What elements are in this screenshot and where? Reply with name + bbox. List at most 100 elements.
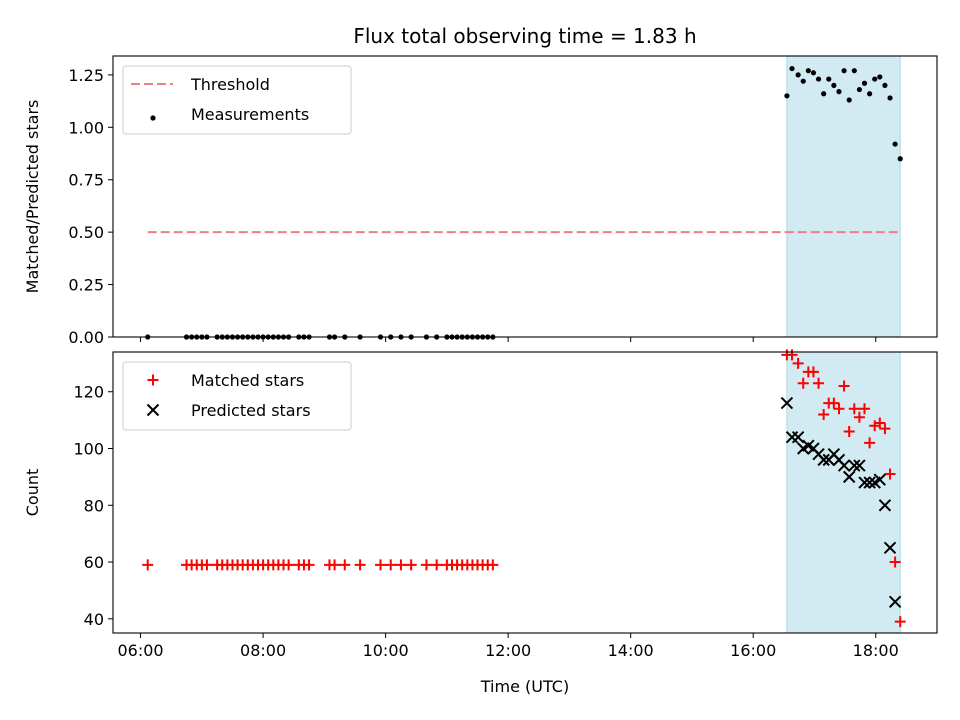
legend-label: Threshold [190, 75, 270, 94]
measurement-point [877, 74, 883, 80]
y-tick-label: 0.75 [68, 171, 104, 190]
measurement-point [861, 80, 868, 86]
matched-star-point [833, 403, 845, 415]
y-tick-label: 80 [84, 496, 104, 515]
x-tick-label: 10:00 [363, 641, 409, 660]
matched-star-point [283, 559, 295, 571]
predicted-star-point [853, 459, 866, 472]
measurement-point [795, 72, 801, 78]
predicted-star-point [858, 476, 871, 489]
predicted-star-point [888, 595, 902, 608]
ratio-axis-label: Matched/Predicted stars [23, 100, 42, 294]
measurement-point [821, 91, 827, 97]
matched-star-point [859, 403, 871, 415]
ratio-panel-frame [112, 55, 938, 338]
legend-matched-swatch [147, 374, 159, 386]
x-axis-label: Time (UTC) [480, 677, 569, 696]
legend-label: Measurements [191, 105, 309, 124]
measurement-point [872, 76, 878, 82]
measurement-point [800, 78, 806, 84]
y-tick-label: 100 [73, 440, 104, 459]
matched-star-point [843, 425, 855, 437]
predicted-star-point [780, 396, 794, 410]
matched-star-point [818, 408, 830, 420]
matched-star-point [375, 559, 387, 571]
count-panel-frame [112, 351, 938, 634]
matched-star-point [405, 559, 417, 571]
measurement-point [882, 82, 888, 88]
ratio-legend: Threshold Measurements [122, 65, 352, 135]
legend-box [122, 65, 352, 135]
x-tick-label: 18:00 [853, 641, 899, 660]
matched-star-point [894, 616, 906, 628]
y-tick-label: 0.25 [68, 276, 104, 295]
matched-star-point [354, 559, 366, 571]
predicted-star-point [842, 470, 856, 484]
count-panel: 40 60 80 100 120 06:00 08:00 10:00 12:00 14:00 16… [23, 349, 938, 660]
count-axis-label: Count [23, 469, 42, 517]
matched-star-point [864, 437, 876, 449]
matched-star-point [395, 559, 407, 571]
y-tick-label: 120 [73, 383, 104, 402]
matched-star-point [385, 559, 397, 571]
measurement-point [810, 70, 817, 76]
predicted-star-point [878, 499, 892, 512]
y-tick-label: 60 [84, 553, 104, 572]
predicted-star-point [863, 476, 876, 489]
measurement-point [856, 86, 862, 93]
predicted-star-point [791, 430, 805, 444]
measurement-point [892, 141, 898, 147]
ratio-panel: 0.00 0.25 0.50 0.75 1.00 1.25 Matched/Predict… [23, 55, 938, 347]
matched-star-point [201, 559, 213, 571]
measurement-point [815, 76, 822, 82]
measurement-point [846, 97, 852, 103]
matched-star-point [303, 559, 315, 571]
y-tick-label: 40 [84, 610, 104, 629]
observing-window-shade [786, 55, 901, 338]
predicted-star-point [873, 473, 887, 486]
matched-star-point [828, 397, 840, 409]
measurement-point [805, 68, 811, 74]
x-tick-label: 16:00 [730, 641, 776, 660]
y-tick-label: 1.00 [68, 118, 104, 137]
y-tick-label: 1.25 [68, 66, 104, 85]
predicted-star-point [848, 459, 861, 472]
measurement-point [887, 95, 893, 101]
legend-label: Matched stars [191, 371, 304, 390]
matched-star-point [487, 559, 499, 571]
observing-window-shade [786, 351, 901, 634]
matched-star-point [786, 349, 798, 361]
matched-star-point [889, 556, 901, 568]
x-tick-label: 06:00 [118, 641, 164, 660]
matched-star-point [339, 559, 351, 571]
matched-star-point [792, 357, 804, 369]
measurement-point [789, 65, 795, 72]
x-tick-label: 14:00 [608, 641, 654, 660]
legend-measurement-swatch [150, 115, 156, 121]
matched-star-point [874, 417, 886, 429]
matched-star-point [797, 377, 809, 389]
matched-star-point [329, 559, 341, 571]
x-tick-label: 12:00 [485, 641, 531, 660]
matched-star-point [884, 468, 896, 480]
measurement-point [826, 76, 832, 82]
chart-title: Flux total observing time = 1.83 h [353, 24, 696, 48]
measurement-point [784, 93, 790, 99]
y-tick-label: 0.50 [68, 223, 104, 242]
measurement-point [841, 68, 847, 74]
x-tick-label: 08:00 [240, 641, 286, 660]
count-legend: Matched stars Predicted stars [122, 361, 352, 431]
predicted-star-point [837, 459, 851, 472]
matched-star-point [431, 559, 443, 571]
measurement-point [836, 89, 842, 95]
y-tick-label: 0.00 [68, 328, 104, 347]
matched-star-point [838, 380, 850, 392]
matched-star-point [853, 411, 865, 423]
legend-box [122, 361, 352, 431]
measurement-point [831, 82, 837, 88]
predicted-star-point [817, 453, 830, 467]
legend-label: Predicted stars [191, 401, 311, 420]
matched-star-point [879, 423, 891, 435]
measurement-point [867, 91, 873, 97]
